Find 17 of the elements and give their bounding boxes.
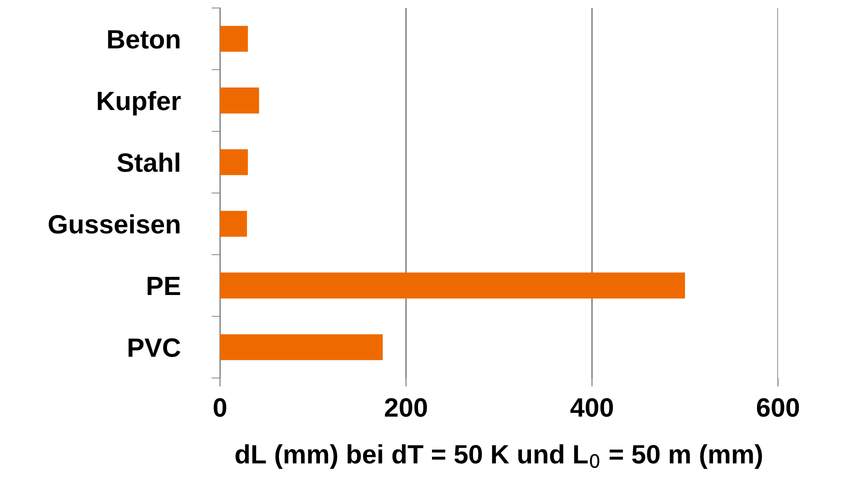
x-tick-label: 400 bbox=[570, 398, 613, 417]
bar bbox=[220, 26, 248, 52]
x-axis-title: dL (mm) bei dT = 50 K und L$_{0}$ = 50 m (mm) bbox=[236, 444, 762, 469]
bar bbox=[220, 88, 260, 114]
y-tick-label: Stahl bbox=[117, 152, 180, 172]
y-tick-label: Kupfer bbox=[98, 90, 181, 116]
y-tick-label: PE bbox=[148, 276, 180, 296]
y-tick-label: PVC bbox=[128, 338, 180, 357]
bar bbox=[220, 334, 383, 360]
x-tick-label: 600 bbox=[756, 398, 799, 417]
y-tick-label: Gusseisen bbox=[48, 214, 180, 234]
bar bbox=[220, 210, 247, 237]
x-tick-label: 200 bbox=[384, 398, 427, 417]
y-tick-label: Beton bbox=[108, 30, 180, 49]
bar bbox=[220, 149, 248, 176]
x-tick-label: 0 bbox=[214, 398, 226, 417]
bar bbox=[220, 272, 685, 298]
